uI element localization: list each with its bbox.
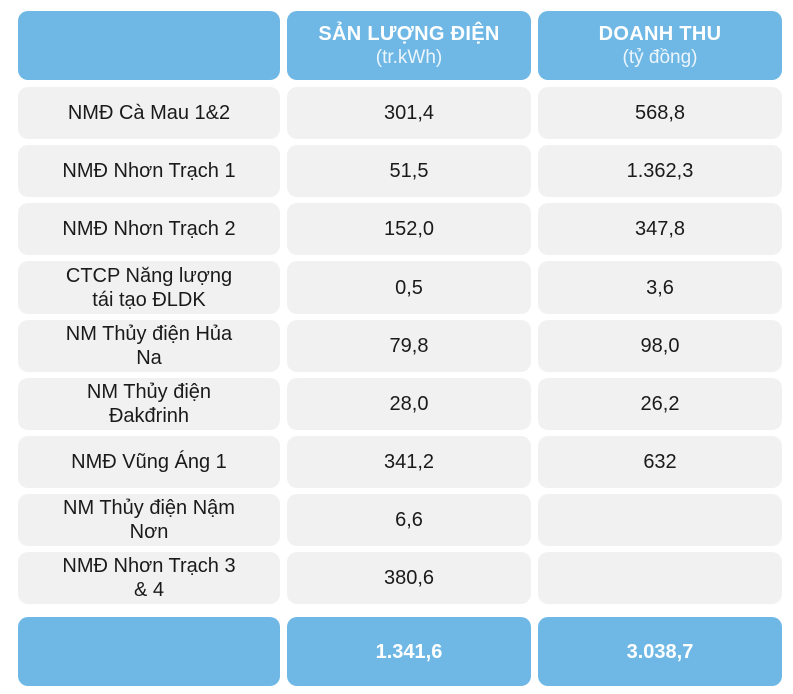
table-row-output: 380,6 (287, 552, 531, 604)
revenue-value: 26,2 (640, 393, 680, 415)
table-row-revenue: 347,8 (538, 203, 782, 255)
header-revenue-title: DOANH THU (598, 22, 722, 45)
table-row-revenue (538, 552, 782, 604)
plant-name: NM Thủy điện Nậm Nơn (63, 497, 235, 543)
table-row-revenue: 3,6 (538, 261, 782, 314)
header-revenue-unit: (tỷ đồng) (622, 46, 698, 68)
table-row-revenue: 568,8 (538, 87, 782, 139)
table-row-output: 6,6 (287, 494, 531, 546)
plant-name: NM Thủy điện Hủa Na (65, 323, 233, 369)
table-row-name: NMĐ Nhơn Trạch 1 (18, 145, 280, 197)
table-row-name: NM Thủy điện Nậm Nơn (18, 494, 280, 546)
output-value: 28,0 (389, 393, 429, 415)
header-empty-cell (18, 11, 280, 80)
table-row-name: CTCP Năng lượng tái tạo ĐLDK (18, 261, 280, 314)
header-output-unit: (tr.kWh) (375, 46, 443, 68)
table-row-revenue: 1.362,3 (538, 145, 782, 197)
table-row-revenue (538, 494, 782, 546)
footer-empty-cell (18, 617, 280, 686)
header-output-title: SẢN LƯỢNG ĐIỆN (318, 22, 500, 45)
plant-name: CTCP Năng lượng tái tạo ĐLDK (65, 264, 233, 311)
table-row-output: 152,0 (287, 203, 531, 255)
table-row-output: 301,4 (287, 87, 531, 139)
output-total-value: 1.341,6 (375, 640, 443, 663)
output-value: 6,6 (395, 509, 423, 531)
table-row-name: NMĐ Nhơn Trạch 3 & 4 (18, 552, 280, 604)
table-row-output: 79,8 (287, 320, 531, 372)
revenue-value: 1.362,3 (626, 160, 694, 182)
output-value: 301,4 (383, 102, 435, 124)
table-row-name: NM Thủy điện Hủa Na (18, 320, 280, 372)
table-row-output: 341,2 (287, 436, 531, 488)
revenue-value: 98,0 (640, 335, 680, 357)
table-row-revenue: 98,0 (538, 320, 782, 372)
output-value: 380,6 (383, 567, 435, 589)
revenue-total-value: 3.038,7 (626, 640, 694, 663)
revenue-value: 632 (643, 451, 677, 473)
table-row-revenue: 26,2 (538, 378, 782, 430)
revenue-value: 568,8 (634, 102, 686, 124)
table-row-name: NMĐ Cà Mau 1&2 (18, 87, 280, 139)
output-value: 79,8 (389, 335, 429, 357)
output-value: 51,5 (389, 160, 429, 182)
plant-name: NMĐ Cà Mau 1&2 (67, 102, 231, 124)
output-value: 152,0 (383, 218, 435, 240)
table-row-name: NM Thủy điện Đakđrinh (18, 378, 280, 430)
plant-name: NMĐ Vũng Áng 1 (71, 451, 227, 473)
table-row-output: 0,5 (287, 261, 531, 314)
plant-name: NMĐ Nhơn Trạch 2 (62, 218, 236, 240)
header-revenue-cell: DOANH THU (tỷ đồng) (538, 11, 782, 80)
header-output-cell: SẢN LƯỢNG ĐIỆN (tr.kWh) (287, 11, 531, 80)
table-row-revenue: 632 (538, 436, 782, 488)
output-value: 341,2 (383, 451, 435, 473)
output-value: 0,5 (395, 276, 423, 299)
revenue-value: 347,8 (634, 218, 686, 240)
table-row-output: 28,0 (287, 378, 531, 430)
table-row-output: 51,5 (287, 145, 531, 197)
footer-revenue-total: 3.038,7 (538, 617, 782, 686)
footer-output-total: 1.341,6 (287, 617, 531, 686)
plant-name: NM Thủy điện Đakđrinh (86, 381, 212, 427)
table-row-name: NMĐ Nhơn Trạch 2 (18, 203, 280, 255)
plant-name: NMĐ Nhơn Trạch 3 & 4 (62, 555, 236, 601)
table-row-name: NMĐ Vũng Áng 1 (18, 436, 280, 488)
revenue-value: 3,6 (646, 276, 674, 299)
plant-name: NMĐ Nhơn Trạch 1 (62, 160, 236, 182)
